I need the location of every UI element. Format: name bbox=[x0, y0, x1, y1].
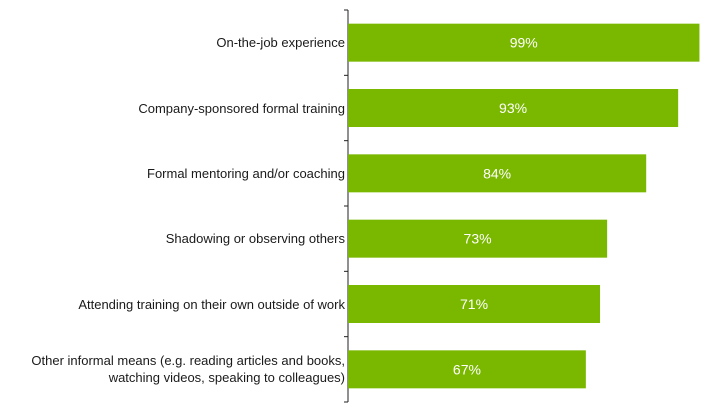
bar-value-label: 71% bbox=[460, 296, 488, 312]
bar bbox=[348, 154, 647, 193]
bar bbox=[348, 285, 601, 323]
bar-value-label: 93% bbox=[499, 100, 527, 116]
bar bbox=[348, 23, 700, 62]
bar-value-label: 73% bbox=[464, 231, 492, 247]
bar bbox=[348, 89, 679, 127]
category-label: Formal mentoring and/or coaching bbox=[147, 165, 345, 181]
bar-value-label: 99% bbox=[510, 35, 538, 51]
bar bbox=[348, 219, 608, 258]
bar bbox=[348, 350, 586, 389]
bar-value-label: 67% bbox=[453, 361, 481, 377]
category-label: On-the-job experience bbox=[216, 35, 345, 51]
bar-value-label: 84% bbox=[483, 165, 511, 181]
category-label: Other informal means (e.g. reading artic… bbox=[31, 353, 345, 386]
category-label: Company-sponsored formal training bbox=[138, 100, 345, 116]
category-label: Attending training on their own outside … bbox=[78, 296, 345, 312]
category-label: Shadowing or observing others bbox=[165, 231, 345, 247]
